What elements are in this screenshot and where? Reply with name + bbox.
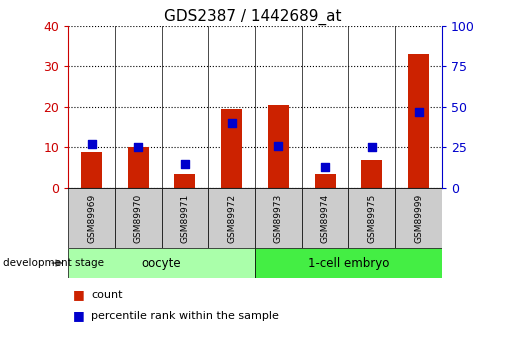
Bar bbox=[268, 105, 289, 188]
Point bbox=[368, 145, 376, 150]
Text: GSM89972: GSM89972 bbox=[227, 194, 236, 243]
Text: GSM89975: GSM89975 bbox=[367, 194, 376, 243]
Point bbox=[87, 141, 95, 147]
Text: GSM89970: GSM89970 bbox=[134, 194, 143, 243]
Bar bbox=[162, 188, 209, 248]
Bar bbox=[68, 188, 115, 248]
Text: ■: ■ bbox=[73, 309, 85, 322]
Text: GSM89969: GSM89969 bbox=[87, 194, 96, 243]
Text: oocyte: oocyte bbox=[142, 257, 181, 269]
Text: ■: ■ bbox=[73, 288, 85, 302]
Text: GDS2387 / 1442689_at: GDS2387 / 1442689_at bbox=[164, 9, 341, 25]
Bar bbox=[302, 188, 348, 248]
Point bbox=[321, 164, 329, 170]
Point bbox=[181, 161, 189, 167]
Text: 1-cell embryo: 1-cell embryo bbox=[308, 257, 389, 269]
Bar bbox=[115, 188, 162, 248]
Text: percentile rank within the sample: percentile rank within the sample bbox=[91, 311, 279, 321]
Bar bbox=[221, 109, 242, 188]
Bar bbox=[408, 54, 429, 188]
Bar bbox=[361, 160, 382, 188]
Bar bbox=[255, 188, 302, 248]
Bar bbox=[68, 248, 255, 278]
Point bbox=[274, 143, 282, 149]
Bar bbox=[348, 188, 395, 248]
Text: GSM89999: GSM89999 bbox=[414, 194, 423, 243]
Bar bbox=[255, 248, 442, 278]
Bar bbox=[81, 151, 102, 188]
Text: GSM89971: GSM89971 bbox=[180, 194, 189, 243]
Bar bbox=[395, 188, 442, 248]
Text: GSM89974: GSM89974 bbox=[321, 194, 330, 243]
Text: count: count bbox=[91, 290, 122, 300]
Bar bbox=[208, 188, 255, 248]
Bar bbox=[174, 174, 195, 188]
Text: development stage: development stage bbox=[3, 258, 104, 268]
Bar bbox=[315, 174, 336, 188]
Point bbox=[415, 109, 423, 115]
Bar bbox=[128, 148, 149, 188]
Point bbox=[228, 120, 236, 126]
Text: GSM89973: GSM89973 bbox=[274, 194, 283, 243]
Point bbox=[134, 145, 142, 150]
